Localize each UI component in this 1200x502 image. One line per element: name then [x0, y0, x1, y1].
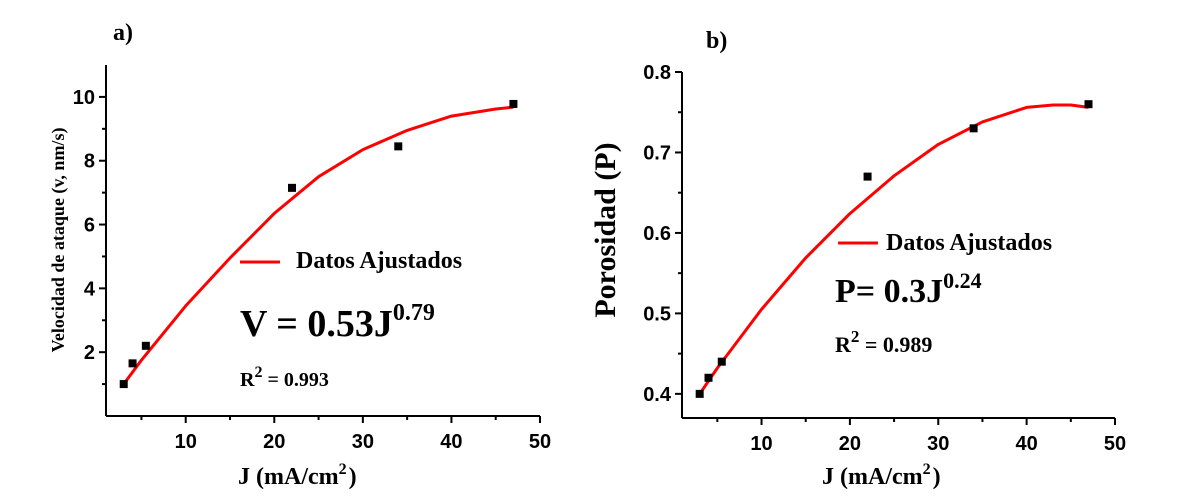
- panel-b-data-point: [969, 124, 978, 133]
- panel-b-fit-line: [698, 103, 1089, 395]
- panel-b-data-point: [704, 373, 713, 382]
- panel-b-legend-label: Datos Ajustados: [886, 230, 1052, 256]
- panel-b-y-tick-label: 0.6: [643, 223, 671, 245]
- panel-b: b) Porosidad (P) J (mA/cm2) Datos Ajusta…: [589, 28, 1052, 490]
- panel-a-data-point: [288, 183, 296, 192]
- panel-b-data-point: [717, 357, 726, 366]
- panel-a-x-tick-label: 50: [529, 431, 551, 453]
- panel-b-x-axis-label: J (mA/cm2): [822, 461, 941, 490]
- panel-a-x-tick-label: 30: [352, 431, 374, 453]
- panel-b-y-axis-label: Porosidad (P): [589, 142, 622, 317]
- panel-b-x-tick-label: 50: [1104, 433, 1126, 455]
- panel-a-data-point: [141, 341, 150, 350]
- panel-a-y-tick-label: 2: [84, 342, 95, 364]
- panel-a-data-point: [128, 359, 137, 368]
- panel-a-plot: 10 20 30 40 50 2 4 6 8 10: [73, 65, 551, 453]
- panel-a-y-axis-label: Velocidad de ataque (v, nm/s): [48, 128, 69, 353]
- panel-b-x-tick-label: 10: [750, 433, 772, 455]
- panel-b-equation: P= 0.3J0.24: [835, 268, 982, 310]
- panel-b-plot: 10 20 30 40 50 0.4 0.5 0.6 0.7 0.8: [643, 62, 1126, 455]
- panel-a-x-tick-label: 40: [440, 431, 462, 453]
- panel-b-legend: Datos Ajustados: [838, 230, 1052, 256]
- panel-b-data-point: [1084, 100, 1093, 109]
- panel-b-y-tick-label: 0.5: [643, 303, 671, 325]
- panel-a-legend: Datos Ajustados: [240, 248, 462, 274]
- panel-a-label: a): [113, 20, 133, 46]
- panel-a-y-tick-label: 6: [84, 215, 95, 237]
- panel-a-data-point: [394, 142, 403, 151]
- panel-b-r-squared: R2 = 0.989: [835, 327, 932, 357]
- panel-a: a) Velocidad de ataque (v, nm/s) J (mA/c…: [48, 20, 462, 490]
- panel-b-label: b): [706, 28, 727, 54]
- panel-a-equation: V = 0.53J0.79: [240, 300, 435, 345]
- panel-b-x-tick-label: 30: [927, 433, 949, 455]
- panel-a-y-tick-label: 8: [84, 151, 95, 173]
- panel-b-y-tick-label: 0.4: [643, 384, 672, 406]
- panel-a-fit-line: [122, 105, 514, 385]
- panel-a-x-tick-label: 10: [175, 431, 197, 453]
- panel-b-x-tick-label: 40: [1016, 433, 1038, 455]
- panel-a-x-axis-label: J (mA/cm2): [238, 461, 357, 490]
- panel-b-x-tick-label: 20: [839, 433, 861, 455]
- panel-b-data-point: [863, 172, 872, 181]
- panel-a-y-tick-label: 10: [73, 87, 95, 109]
- panel-b-y-tick-label: 0.7: [643, 142, 671, 164]
- panel-a-x-tick-label: 20: [263, 431, 285, 453]
- panel-b-y-tick-label: 0.8: [643, 62, 671, 84]
- panel-a-data-point: [119, 380, 128, 389]
- panel-a-y-tick-label: 4: [84, 278, 96, 300]
- panel-a-data-point: [509, 99, 518, 108]
- panel-a-legend-label: Datos Ajustados: [296, 248, 462, 274]
- panel-a-r-squared: R2 = 0.993: [240, 364, 329, 391]
- panel-b-data-point: [695, 389, 704, 398]
